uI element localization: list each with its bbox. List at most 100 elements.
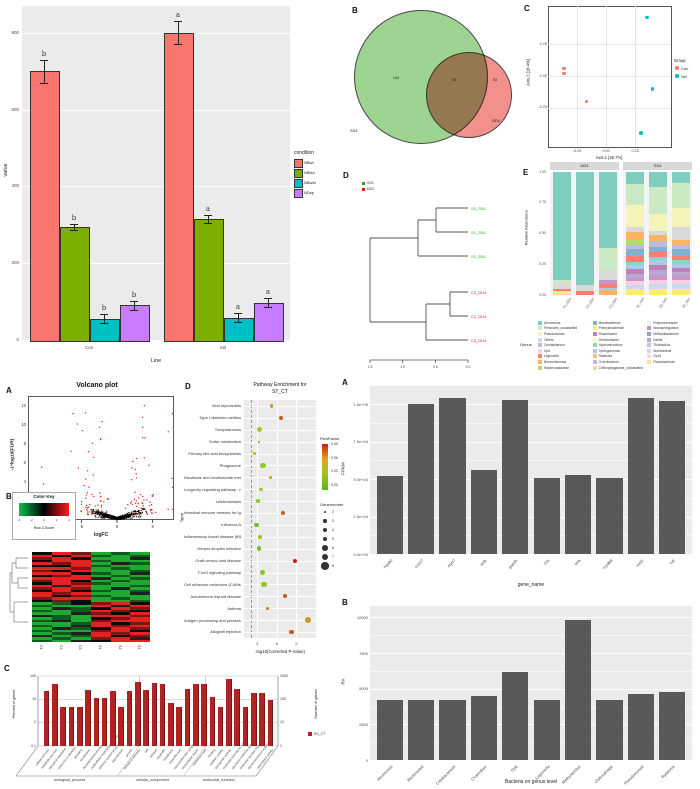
go-bar <box>267 700 274 746</box>
point <box>120 518 122 521</box>
point <box>87 513 89 516</box>
heatmap-row <box>32 617 151 620</box>
y-tick-label: 10 <box>21 422 26 428</box>
genenumber-label: 8 <box>332 563 334 568</box>
bar <box>564 474 592 554</box>
legend-swatch <box>294 189 303 198</box>
legend-item: Methylobacterium <box>647 331 698 337</box>
y-gridline-minor <box>370 422 692 424</box>
term-label: Longevity regulating pathway - multiple … <box>184 486 241 492</box>
point <box>111 514 113 517</box>
y-tick-label: 5.0e+04 <box>353 476 368 482</box>
point <box>143 499 145 501</box>
heatmap-cell <box>130 639 151 642</box>
legend-label: Legionella <box>544 354 559 359</box>
point <box>70 450 72 453</box>
bar-segment <box>599 287 617 291</box>
bar-segment <box>649 265 667 271</box>
point <box>100 495 102 498</box>
x-gridline <box>276 400 278 638</box>
legend-swatch <box>675 74 679 78</box>
heatmap-cell <box>51 599 72 602</box>
panel-letter-volcano: A <box>6 386 12 395</box>
point <box>139 516 141 518</box>
go-bar <box>259 693 265 746</box>
legend-column: Microbacterium Phenylobacterium Rhodobacte… <box>592 320 644 370</box>
heatmap-cell <box>32 562 52 565</box>
point <box>97 509 99 511</box>
heatmap-cell <box>32 554 52 557</box>
heatmap-cell <box>71 567 92 570</box>
legend-swatch <box>647 331 652 336</box>
legend-label: Pseudomonas <box>544 331 565 336</box>
y-axis-title-right: Number of genes <box>314 689 318 719</box>
color-key-title: Color Key <box>33 494 55 499</box>
heatmap-cell <box>32 569 52 572</box>
heatmap-cell <box>32 594 52 597</box>
legend-label: DD4 <box>367 187 375 191</box>
heatmap-cell <box>71 577 92 580</box>
legend-label: Microbacterium <box>598 320 621 325</box>
point <box>151 495 154 498</box>
heatmap-cell <box>71 564 92 567</box>
heatmap-cell <box>130 584 151 587</box>
y-gridline-minor <box>370 706 692 708</box>
legend-item: Burkholderia <box>647 348 698 354</box>
genenumber-dot <box>321 553 329 561</box>
legend-column: Polynucleobacter Novosphingobium Methyloba… <box>647 320 698 370</box>
point <box>109 514 112 516</box>
x-gridline <box>257 400 258 638</box>
bar <box>596 477 623 554</box>
point <box>133 513 135 515</box>
color-key-tick: -2 <box>30 518 33 522</box>
point <box>142 495 144 498</box>
error-cap <box>264 307 272 309</box>
y-gridline <box>22 340 290 341</box>
bar-segment <box>626 172 644 185</box>
term-label: Intestinal immune network for IgA produc… <box>184 510 241 516</box>
heatmap-row <box>32 572 151 575</box>
error-cap <box>40 82 48 84</box>
panel-condition-barchart: 0 200 400 600 800 Con b b b b Sel a a a a Line value cond… <box>2 2 346 374</box>
heatmap-cell <box>51 639 72 642</box>
heatmap-cell <box>51 592 72 595</box>
point <box>121 518 123 520</box>
y-tick-label: 0 <box>16 337 19 342</box>
point <box>101 512 103 514</box>
heatmap-cell <box>32 604 52 607</box>
x-tick-label: hsp90 <box>381 558 394 570</box>
y-tick-label: 4 <box>23 479 26 485</box>
legend-item: Gp6 <box>538 348 589 354</box>
heatmap-cell <box>71 582 92 585</box>
stacked-bar <box>599 172 617 295</box>
point <box>88 511 91 513</box>
heatmap-row <box>32 612 151 615</box>
heatmap-cell <box>130 564 151 567</box>
y-axis-title: -1*log10(FDR) <box>10 438 16 471</box>
point <box>91 510 93 513</box>
point <box>96 510 99 512</box>
point <box>121 514 124 517</box>
heatmap-row <box>32 569 151 572</box>
bar <box>376 700 403 760</box>
heatmap-cell <box>130 567 151 570</box>
point <box>171 486 174 489</box>
heatmap-cell <box>91 577 111 580</box>
legend-item: Thiobacillus <box>647 342 698 348</box>
term-label: Type I diabetes mellitus <box>199 415 241 421</box>
x-axis-title: -log10(Corrected P-Value) <box>255 649 305 654</box>
heatmap-row <box>32 559 151 562</box>
point <box>131 517 133 519</box>
bar <box>407 404 435 554</box>
heatmap-cell <box>110 639 131 642</box>
x-tick-label: -5 <box>79 524 84 529</box>
point <box>85 508 88 511</box>
heatmap-cell <box>130 602 151 605</box>
panel-letter-stack: E <box>523 168 529 177</box>
bar-segment <box>626 281 644 286</box>
heatmap-cell <box>51 582 72 585</box>
dot <box>304 616 312 624</box>
legend-swatch <box>647 343 652 348</box>
facet-strip: DD4 <box>550 162 619 170</box>
stacked-bar <box>672 172 690 295</box>
